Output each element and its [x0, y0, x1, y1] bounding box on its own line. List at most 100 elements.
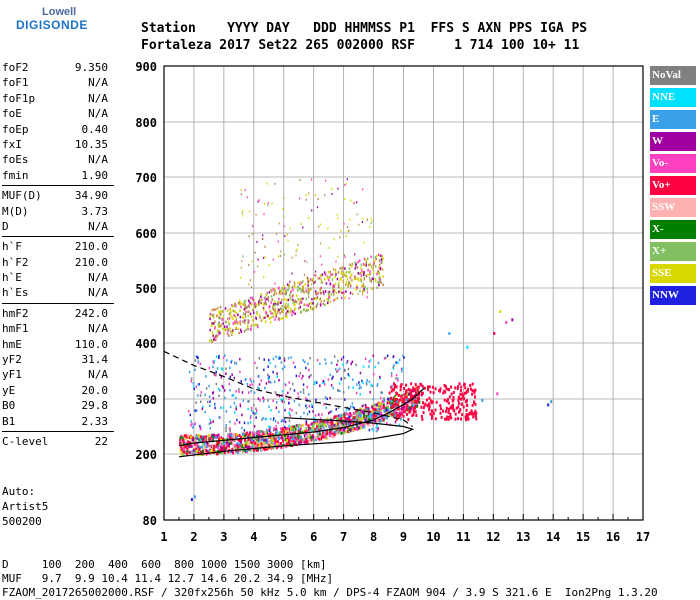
- echo-point: [310, 287, 312, 291]
- echo-point: [236, 445, 239, 449]
- echo-point: [253, 436, 256, 440]
- echo-point: [323, 403, 325, 406]
- echo-point: [356, 409, 359, 413]
- echo-point: [323, 380, 325, 384]
- echo-point: [346, 178, 348, 181]
- param-row: C-level 22: [2, 434, 114, 449]
- echo-point: [253, 425, 256, 428]
- echo-point: [291, 256, 293, 259]
- echo-point: [249, 440, 252, 444]
- echo-point: [274, 312, 276, 316]
- param-name: yE: [2, 383, 16, 397]
- echo-point: [289, 227, 291, 230]
- echo-point: [274, 438, 277, 442]
- echo-point: [348, 229, 350, 232]
- echo-point: [294, 299, 297, 303]
- echo-point: [212, 313, 214, 316]
- echo-point: [279, 356, 281, 360]
- echo-point: [366, 382, 368, 386]
- echo-point: [225, 424, 227, 427]
- echo-point: [271, 290, 273, 293]
- echo-point: [181, 442, 184, 446]
- echo-point: [231, 304, 233, 307]
- echo-point: [233, 435, 236, 439]
- echo-point: [274, 318, 276, 321]
- echo-point: [273, 442, 276, 446]
- echo-point: [344, 398, 346, 401]
- echo-point: [219, 448, 222, 452]
- echo-point: [392, 398, 395, 402]
- echo-point: [253, 403, 255, 407]
- echo-point: [430, 409, 433, 413]
- echo-point: [269, 361, 271, 365]
- echo-point: [243, 300, 246, 304]
- echo-point: [215, 382, 218, 386]
- echo-point: [264, 296, 266, 299]
- echo-point: [309, 357, 311, 360]
- echo-point: [360, 271, 362, 275]
- echo-point: [445, 406, 448, 410]
- echo-point: [393, 403, 396, 407]
- echo-point: [311, 429, 313, 433]
- echo-point: [345, 412, 348, 416]
- echo-point: [294, 442, 297, 446]
- echo-point: [305, 404, 307, 408]
- echo-point: [372, 271, 375, 275]
- echo-point: [209, 400, 211, 403]
- echo-point: [293, 425, 296, 429]
- echo-point: [356, 201, 358, 204]
- echo-point: [284, 290, 287, 293]
- echo-point: [416, 401, 419, 405]
- echo-point: [344, 198, 346, 200]
- echo-point: [350, 199, 352, 202]
- echo-point: [547, 403, 550, 407]
- echo-point: [225, 367, 227, 370]
- echo-point: [327, 227, 329, 230]
- echo-point: [304, 283, 307, 286]
- echo-point: [220, 443, 223, 447]
- echo-point: [299, 197, 301, 200]
- echo-point: [188, 436, 191, 440]
- echo-point: [238, 444, 241, 448]
- echo-point: [229, 420, 231, 424]
- echo-point: [290, 291, 292, 294]
- echo-point: [251, 435, 254, 439]
- echo-point: [219, 325, 221, 328]
- echo-point: [290, 356, 292, 359]
- echo-point: [400, 383, 403, 386]
- echo-point: [409, 400, 412, 404]
- echo-point: [227, 443, 230, 447]
- echo-point: [251, 303, 253, 306]
- echo-point: [376, 254, 378, 258]
- param-value: N/A: [88, 153, 108, 167]
- echo-point: [311, 283, 313, 286]
- echo-point: [187, 440, 190, 444]
- echo-point: [358, 381, 360, 384]
- echo-point: [217, 330, 219, 334]
- echo-point: [190, 435, 193, 439]
- echo-point: [403, 401, 406, 405]
- echo-point: [388, 412, 391, 415]
- echo-point: [248, 305, 250, 308]
- echo-point: [371, 277, 374, 281]
- echo-point: [363, 241, 365, 244]
- echo-point: [386, 416, 389, 420]
- echo-point: [345, 421, 348, 425]
- echo-point: [361, 404, 364, 408]
- echo-point: [259, 298, 261, 302]
- echo-point: [294, 427, 297, 431]
- echo-point: [298, 425, 301, 429]
- echo-point: [348, 374, 351, 378]
- echo-point: [244, 303, 246, 306]
- echo-point: [357, 293, 359, 295]
- echo-point: [347, 230, 349, 233]
- echo-point: [268, 429, 271, 432]
- echo-point: [321, 422, 324, 426]
- echo-point: [474, 414, 477, 418]
- echo-point: [262, 396, 264, 400]
- echo-point: [272, 258, 274, 261]
- echo-point: [311, 405, 313, 408]
- echo-point: [248, 400, 250, 403]
- echo-point: [369, 391, 371, 394]
- echo-point: [257, 200, 259, 203]
